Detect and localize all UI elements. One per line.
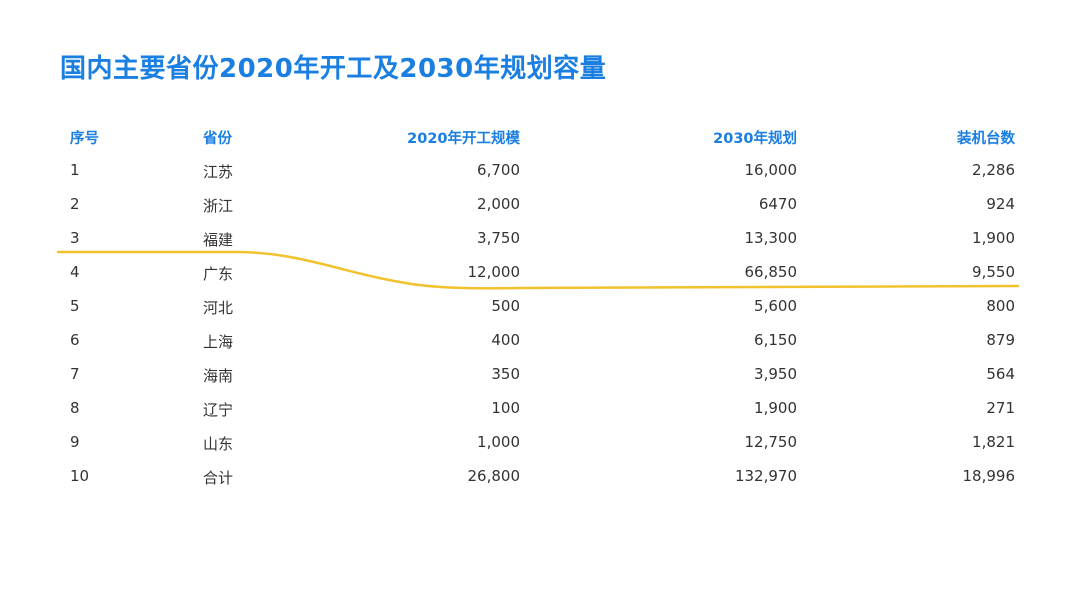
cell-start-2020: 12,000 <box>467 263 521 281</box>
cell-start-2020: 3,750 <box>477 229 520 247</box>
cell-index: 3 <box>70 229 80 247</box>
header-province: 省份 <box>203 131 232 147</box>
capacity-table: 序号 省份 2020年开工规模 2030年规划 装机台数 1 江苏 6,700 16,… <box>70 118 1015 492</box>
cell-province: 山东 <box>203 435 234 453</box>
header-units: 装机台数 <box>957 131 1015 147</box>
cell-index: 8 <box>70 399 80 417</box>
cell-index: 4 <box>70 263 80 281</box>
header-start-2020: 2020年开工规模 <box>407 131 520 147</box>
cell-province: 海南 <box>203 367 234 385</box>
cell-index: 6 <box>70 331 80 349</box>
cell-units: 18,996 <box>962 467 1016 485</box>
cell-index: 5 <box>70 297 80 315</box>
cell-province: 浙江 <box>203 197 234 215</box>
table-body: 1 江苏 6,700 16,000 2,286 2 浙江 2,000 6470 924 3 福建 3,7… <box>70 152 1015 492</box>
cell-province: 辽宁 <box>203 401 234 419</box>
table-row: 10 合计 26,800 132,970 18,996 <box>70 458 1015 492</box>
table-row: 4 广东 12,000 66,850 9,550 <box>70 254 1015 288</box>
table-row: 8 辽宁 100 1,900 271 <box>70 390 1015 424</box>
cell-plan-2030: 1,900 <box>754 399 797 417</box>
cell-units: 9,550 <box>972 263 1015 281</box>
cell-province: 河北 <box>203 299 234 317</box>
cell-start-2020: 2,000 <box>477 195 520 213</box>
cell-index: 10 <box>70 467 90 485</box>
cell-province: 广东 <box>203 265 234 283</box>
cell-units: 924 <box>986 195 1015 213</box>
cell-plan-2030: 66,850 <box>744 263 798 281</box>
cell-units: 1,821 <box>972 433 1015 451</box>
header-plan-2030: 2030年规划 <box>713 131 797 147</box>
cell-index: 1 <box>70 161 80 179</box>
cell-units: 271 <box>986 399 1015 417</box>
cell-index: 7 <box>70 365 80 383</box>
table-row: 3 福建 3,750 13,300 1,900 <box>70 220 1015 254</box>
cell-start-2020: 1,000 <box>477 433 520 451</box>
cell-start-2020: 350 <box>491 365 520 383</box>
cell-start-2020: 400 <box>491 331 520 349</box>
cell-plan-2030: 132,970 <box>734 467 797 485</box>
cell-province: 江苏 <box>203 163 234 181</box>
cell-province: 福建 <box>203 231 234 249</box>
cell-units: 879 <box>986 331 1015 349</box>
cell-start-2020: 100 <box>491 399 520 417</box>
table-header: 序号 省份 2020年开工规模 2030年规划 装机台数 <box>70 118 1015 152</box>
cell-index: 2 <box>70 195 80 213</box>
cell-plan-2030: 3,950 <box>754 365 797 383</box>
cell-plan-2030: 13,300 <box>744 229 798 247</box>
table-row: 5 河北 500 5,600 800 <box>70 288 1015 322</box>
cell-units: 2,286 <box>972 161 1015 179</box>
table-row: 7 海南 350 3,950 564 <box>70 356 1015 390</box>
header-index: 序号 <box>70 131 99 147</box>
cell-plan-2030: 6,150 <box>754 331 797 349</box>
cell-plan-2030: 12,750 <box>744 433 798 451</box>
cell-start-2020: 6,700 <box>477 161 520 179</box>
cell-province: 上海 <box>203 333 234 351</box>
cell-province: 合计 <box>203 469 234 487</box>
cell-plan-2030: 5,600 <box>754 297 797 315</box>
cell-plan-2030: 16,000 <box>744 161 798 179</box>
table-row: 2 浙江 2,000 6470 924 <box>70 186 1015 220</box>
table-row: 6 上海 400 6,150 879 <box>70 322 1015 356</box>
cell-index: 9 <box>70 433 80 451</box>
cell-units: 1,900 <box>972 229 1015 247</box>
page-title: 国内主要省份2020年开工及2030年规划容量 <box>60 54 607 84</box>
cell-units: 800 <box>986 297 1015 315</box>
table-row: 1 江苏 6,700 16,000 2,286 <box>70 152 1015 186</box>
cell-start-2020: 26,800 <box>467 467 521 485</box>
cell-start-2020: 500 <box>491 297 520 315</box>
table-row: 9 山东 1,000 12,750 1,821 <box>70 424 1015 458</box>
cell-plan-2030: 6470 <box>758 195 797 213</box>
cell-units: 564 <box>986 365 1015 383</box>
